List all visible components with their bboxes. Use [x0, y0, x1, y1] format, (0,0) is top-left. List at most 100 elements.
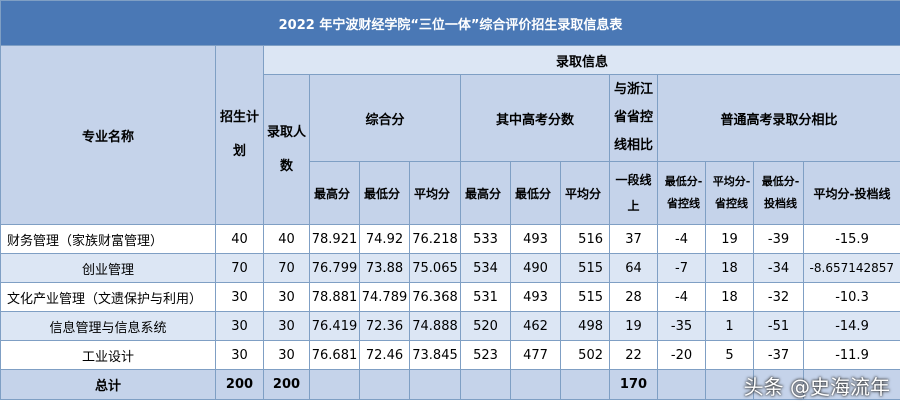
- cell-admit: 30: [263, 340, 310, 370]
- cell-d1: -20: [657, 340, 706, 370]
- table-row: 工业设计 30 30 76.681 72.46 73.845 523 477 5…: [0, 340, 900, 370]
- total-empty: [309, 369, 360, 400]
- cell-d2: 19: [705, 224, 754, 254]
- cell-plan: 30: [215, 340, 264, 370]
- cell-g-max: 534: [460, 253, 511, 283]
- cell-g-max: 531: [460, 282, 511, 312]
- cell-d2: 1: [705, 311, 754, 341]
- cell-c-avg: 76.218: [409, 224, 461, 254]
- cell-d3: -37: [753, 340, 804, 370]
- total-empty: [460, 369, 511, 400]
- cell-d1: -35: [657, 311, 706, 341]
- total-empty: [359, 369, 410, 400]
- cell-c-min: 74.92: [359, 224, 410, 254]
- total-empty: [510, 369, 561, 400]
- table-row: 财务管理（家族财富管理） 40 40 78.921 74.92 76.218 5…: [0, 224, 900, 254]
- cell-g-min: 477: [510, 340, 561, 370]
- total-empty: [409, 369, 461, 400]
- header-avg-minus-toudang: 平均分-投档线: [802, 161, 900, 225]
- table-row: 创业管理 70 70 76.799 73.88 75.065 534 490 5…: [0, 253, 900, 283]
- header-compare: 普通高考录取分相比: [656, 74, 900, 162]
- header-major: 专业名称: [0, 45, 216, 225]
- header-composite-avg: 平均分: [409, 161, 461, 225]
- cell-d2: 18: [705, 282, 754, 312]
- cell-c-min: 72.36: [359, 311, 410, 341]
- header-min-minus-prov: 最低分-省控线: [657, 161, 706, 225]
- cell-c-max: 76.419: [309, 311, 360, 341]
- cell-d1: -4: [657, 224, 706, 254]
- cell-g-max: 533: [460, 224, 511, 254]
- table-row: 文化产业管理（文遗保护与利用） 30 30 78.881 74.789 76.3…: [0, 282, 900, 312]
- cell-d4: -10.3: [802, 282, 900, 312]
- total-empty: [560, 369, 610, 400]
- header-gaokao: 其中高考分数: [460, 74, 610, 162]
- cell-g-avg: 515: [560, 282, 610, 312]
- cell-tier: 64: [609, 253, 658, 283]
- total-empty: [657, 369, 706, 400]
- header-plan: 招生计划: [215, 45, 264, 225]
- cell-major: 创业管理: [0, 253, 216, 283]
- total-row: 总计 200 200 170: [0, 369, 900, 400]
- cell-g-min: 493: [510, 224, 561, 254]
- cell-g-max: 523: [460, 340, 511, 370]
- cell-d1: -4: [657, 282, 706, 312]
- header-admit-info: 录取信息: [262, 45, 900, 75]
- total-label: 总计: [0, 369, 216, 400]
- table-title: 2022 年宁波财经学院“三位一体”综合评价招生录取信息表: [0, 0, 900, 46]
- total-empty: [753, 369, 804, 400]
- header-gaokao-min: 最低分: [510, 161, 561, 225]
- cell-c-max: 76.681: [309, 340, 360, 370]
- cell-g-avg: 516: [560, 224, 610, 254]
- cell-c-max: 76.799: [309, 253, 360, 283]
- header-composite-max: 最高分: [309, 161, 360, 225]
- cell-major: 财务管理（家族财富管理）: [0, 224, 216, 254]
- watermark: 头条 @史海流年: [743, 375, 890, 399]
- header-tier: 一段线上: [609, 161, 658, 225]
- cell-plan: 40: [215, 224, 264, 254]
- cell-d3: -51: [753, 311, 804, 341]
- cell-g-min: 490: [510, 253, 561, 283]
- cell-tier: 19: [609, 311, 658, 341]
- cell-d4: -8.657142857: [802, 253, 900, 283]
- cell-d3: -34: [753, 253, 804, 283]
- table-row: 信息管理与信息系统 30 30 76.419 72.36 74.888 520 …: [0, 311, 900, 341]
- cell-g-avg: 498: [560, 311, 610, 341]
- cell-d4: -15.9: [802, 224, 900, 254]
- cell-c-min: 74.789: [359, 282, 410, 312]
- cell-c-avg: 73.845: [409, 340, 461, 370]
- header-composite: 综合分: [309, 74, 461, 162]
- total-tier: 170: [609, 369, 658, 400]
- cell-c-min: 73.88: [359, 253, 410, 283]
- cell-g-min: 462: [510, 311, 561, 341]
- header-prov-line: 与浙江省省控线相比: [609, 74, 658, 162]
- cell-admit: 30: [263, 311, 310, 341]
- cell-d4: -14.9: [802, 311, 900, 341]
- cell-d3: -32: [753, 282, 804, 312]
- header-composite-min: 最低分: [359, 161, 410, 225]
- total-admit: 200: [263, 369, 310, 400]
- cell-g-avg: 502: [560, 340, 610, 370]
- cell-major: 工业设计: [0, 340, 216, 370]
- cell-major: 文化产业管理（文遗保护与利用）: [0, 282, 216, 312]
- cell-c-avg: 76.368: [409, 282, 461, 312]
- cell-plan: 70: [215, 253, 264, 283]
- total-plan: 200: [215, 369, 264, 400]
- cell-admit: 40: [263, 224, 310, 254]
- cell-d2: 18: [705, 253, 754, 283]
- cell-c-avg: 74.888: [409, 311, 461, 341]
- cell-major: 信息管理与信息系统: [0, 311, 216, 341]
- header-gaokao-avg: 平均分: [560, 161, 610, 225]
- total-empty: [705, 369, 754, 400]
- cell-d1: -7: [657, 253, 706, 283]
- cell-c-min: 72.46: [359, 340, 410, 370]
- cell-plan: 30: [215, 311, 264, 341]
- cell-admit: 70: [263, 253, 310, 283]
- cell-g-avg: 515: [560, 253, 610, 283]
- cell-tier: 22: [609, 340, 658, 370]
- total-empty: [802, 369, 900, 400]
- header-admit-count: 录取人数: [263, 74, 310, 225]
- cell-c-avg: 75.065: [409, 253, 461, 283]
- cell-c-max: 78.881: [309, 282, 360, 312]
